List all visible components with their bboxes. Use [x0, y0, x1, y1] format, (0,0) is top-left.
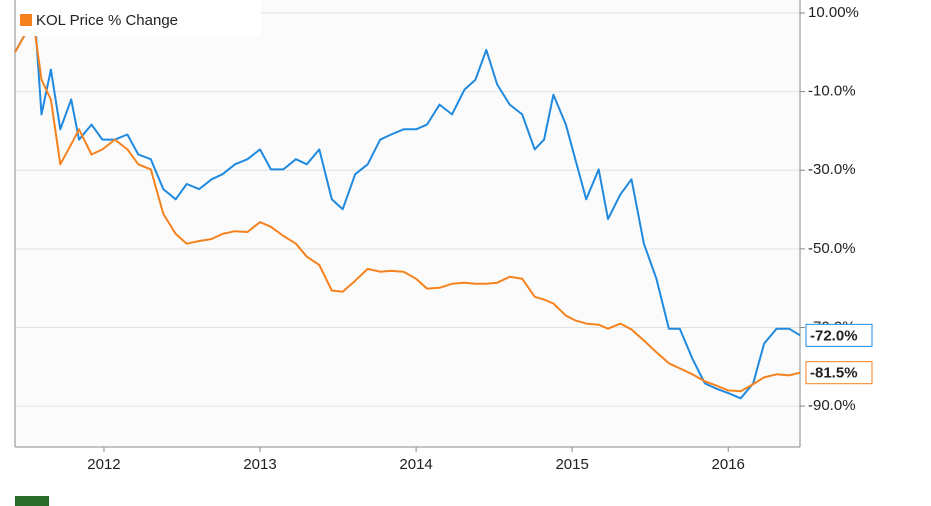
end-label-text: -81.5% [810, 365, 858, 382]
x-tick-label: 2013 [243, 456, 276, 473]
end-label-box [805, 323, 873, 347]
line-series [14, 23, 801, 400]
y-tick-label: -90.0% [808, 397, 856, 414]
legend-label: KOL Price % Change [36, 12, 178, 29]
x-tick-label: 2016 [712, 456, 745, 473]
legend-swatch [20, 14, 32, 26]
y-tick-label: 10.00% [808, 4, 859, 21]
line-series [14, 28, 801, 393]
end-label-box [805, 361, 873, 385]
legend-box [16, 0, 261, 36]
x-tick-label: 2015 [555, 456, 588, 473]
end-label-text: -72.0% [810, 327, 858, 344]
legend: KOL Price % Change [16, 0, 261, 36]
end-label: -81.5% [805, 361, 873, 385]
logo [15, 496, 49, 506]
x-tick-label: 2014 [399, 456, 432, 473]
x-tick-label: 2012 [87, 456, 120, 473]
y-tick-label: -50.0% [808, 240, 856, 257]
y-tick-label: -30.0% [808, 161, 856, 178]
y-tick-label: -10.0% [808, 83, 856, 100]
plot-area [15, 0, 800, 447]
end-label: -72.0% [805, 323, 873, 347]
